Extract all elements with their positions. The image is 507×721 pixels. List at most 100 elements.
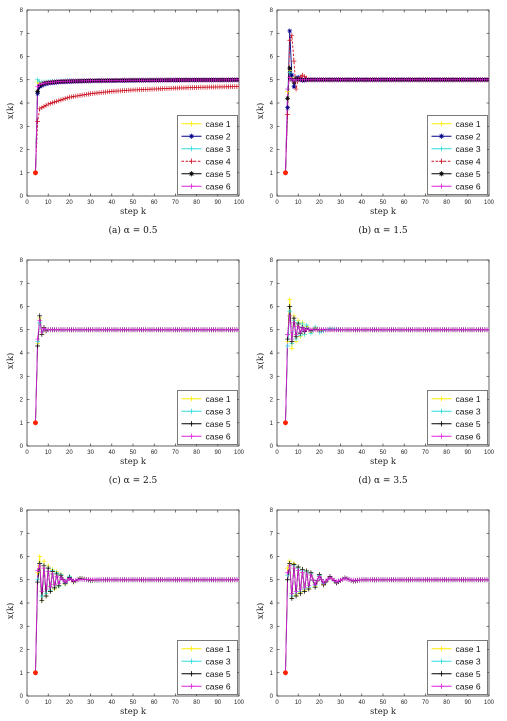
legend-label: case 5 xyxy=(206,419,231,429)
legend-marker xyxy=(438,671,445,677)
legend: case 1 case 3 case 5 case 6 xyxy=(177,390,238,445)
x-tick-label: 10 xyxy=(45,200,52,206)
x-tick-label: 100 xyxy=(484,450,495,456)
x-tick-label: 0 xyxy=(25,700,29,706)
y-tick-label: 2 xyxy=(270,148,274,154)
legend-label: case 5 xyxy=(206,669,231,679)
legend-label: case 6 xyxy=(456,181,481,191)
legend-marker xyxy=(188,183,195,189)
y-tick-label: 0 xyxy=(20,444,24,450)
y-tick-label: 5 xyxy=(20,328,24,334)
legend-label: case 1 xyxy=(206,644,231,654)
chart-panel-2: 0 10 20 30 40 50 60 70 80 90 100 0 1 2 3 4 5 6 7 8 step k x(k… xyxy=(255,8,495,236)
y-axis-label: x(k) xyxy=(5,353,16,370)
legend-label: case 5 xyxy=(456,169,481,179)
y-tick-label: 6 xyxy=(270,305,274,311)
x-tick-label: 70 xyxy=(172,700,179,706)
legend-marker xyxy=(188,133,195,139)
x-tick-label: 0 xyxy=(275,200,279,206)
x-tick-label: 60 xyxy=(151,700,158,706)
y-tick-label: 5 xyxy=(270,328,274,334)
x-tick-label: 100 xyxy=(484,700,495,706)
legend-marker xyxy=(188,408,195,414)
x-tick-label: 90 xyxy=(214,450,221,456)
legend-box xyxy=(427,390,488,445)
y-tick-label: 3 xyxy=(270,624,274,630)
x-tick-label: 10 xyxy=(295,200,302,206)
x-tick-label: 100 xyxy=(484,200,495,206)
legend-label: case 3 xyxy=(206,656,231,666)
legend-marker xyxy=(438,158,445,164)
x-tick-label: 80 xyxy=(443,200,450,206)
x-tick-label: 90 xyxy=(214,700,221,706)
x-tick-label: 40 xyxy=(108,200,115,206)
y-tick-label: 3 xyxy=(20,124,24,130)
y-tick-label: 7 xyxy=(20,531,24,537)
legend-label: case 1 xyxy=(206,119,231,129)
y-tick-label: 3 xyxy=(20,624,24,630)
y-tick-label: 8 xyxy=(20,8,24,14)
y-tick-label: 4 xyxy=(20,601,24,607)
x-tick-label: 30 xyxy=(337,200,344,206)
legend-label: case 4 xyxy=(206,156,231,166)
y-tick-label: 0 xyxy=(20,194,24,200)
x-tick-label: 80 xyxy=(193,450,200,456)
x-tick-label: 10 xyxy=(295,450,302,456)
y-tick-label: 6 xyxy=(270,555,274,561)
y-tick-label: 5 xyxy=(270,578,274,584)
x-tick-label: 20 xyxy=(66,200,73,206)
series-group xyxy=(283,28,489,176)
legend-label: case 6 xyxy=(206,431,231,441)
legend-label: case 3 xyxy=(206,144,231,154)
legend-box xyxy=(177,640,238,695)
y-tick-label: 2 xyxy=(270,398,274,404)
x-axis-label: step k xyxy=(370,207,397,217)
legend: case 1 case 3 case 5 case 6 xyxy=(427,390,488,445)
y-tick-label: 1 xyxy=(20,421,24,427)
legend: case 1 case 3 case 5 case 6 xyxy=(177,640,238,695)
x-tick-label: 10 xyxy=(45,450,52,456)
y-tick-label: 1 xyxy=(270,421,274,427)
y-tick-label: 6 xyxy=(20,305,24,311)
legend-label: case 6 xyxy=(456,431,481,441)
x-tick-label: 30 xyxy=(87,450,94,456)
legend-marker xyxy=(188,646,195,652)
legend: case 1 case 2 case 3 case 4 case 5 case 6 xyxy=(427,115,488,195)
legend-box xyxy=(427,640,488,695)
y-tick-label: 4 xyxy=(20,351,24,357)
x-tick-label: 20 xyxy=(66,450,73,456)
legend-label: case 1 xyxy=(206,394,231,404)
y-tick-label: 4 xyxy=(270,101,274,107)
x-tick-label: 20 xyxy=(316,200,323,206)
panel-caption: (d) α = 3.5 xyxy=(358,475,408,486)
x-tick-label: 70 xyxy=(422,200,429,206)
x-tick-label: 100 xyxy=(234,700,245,706)
panel-caption: (a) α = 0.5 xyxy=(109,225,158,236)
y-tick-label: 6 xyxy=(270,55,274,61)
x-tick-label: 60 xyxy=(401,700,408,706)
y-axis-label: x(k) xyxy=(5,103,16,120)
x-tick-label: 80 xyxy=(443,450,450,456)
chart-panel-5: 0 10 20 30 40 50 60 70 80 90 100 0 1 2 3 4 5 6 7 8 step k x(k… xyxy=(5,508,245,717)
y-tick-label: 2 xyxy=(20,398,24,404)
legend-label: case 5 xyxy=(456,669,481,679)
legend-marker xyxy=(188,671,195,677)
y-tick-label: 4 xyxy=(270,601,274,607)
x-tick-label: 70 xyxy=(172,450,179,456)
legend-label: case 3 xyxy=(456,406,481,416)
y-tick-label: 3 xyxy=(270,374,274,380)
initial-point xyxy=(283,170,288,176)
x-tick-label: 60 xyxy=(401,200,408,206)
y-tick-label: 0 xyxy=(20,694,24,700)
legend-marker xyxy=(438,396,445,402)
x-tick-label: 40 xyxy=(358,700,365,706)
x-tick-label: 50 xyxy=(380,200,387,206)
legend-marker xyxy=(438,658,445,664)
legend-marker xyxy=(438,683,445,689)
x-axis-label: step k xyxy=(120,707,147,717)
x-tick-label: 40 xyxy=(358,450,365,456)
y-tick-label: 6 xyxy=(20,555,24,561)
x-tick-label: 90 xyxy=(464,700,471,706)
y-tick-label: 3 xyxy=(270,124,274,130)
x-tick-label: 80 xyxy=(193,700,200,706)
